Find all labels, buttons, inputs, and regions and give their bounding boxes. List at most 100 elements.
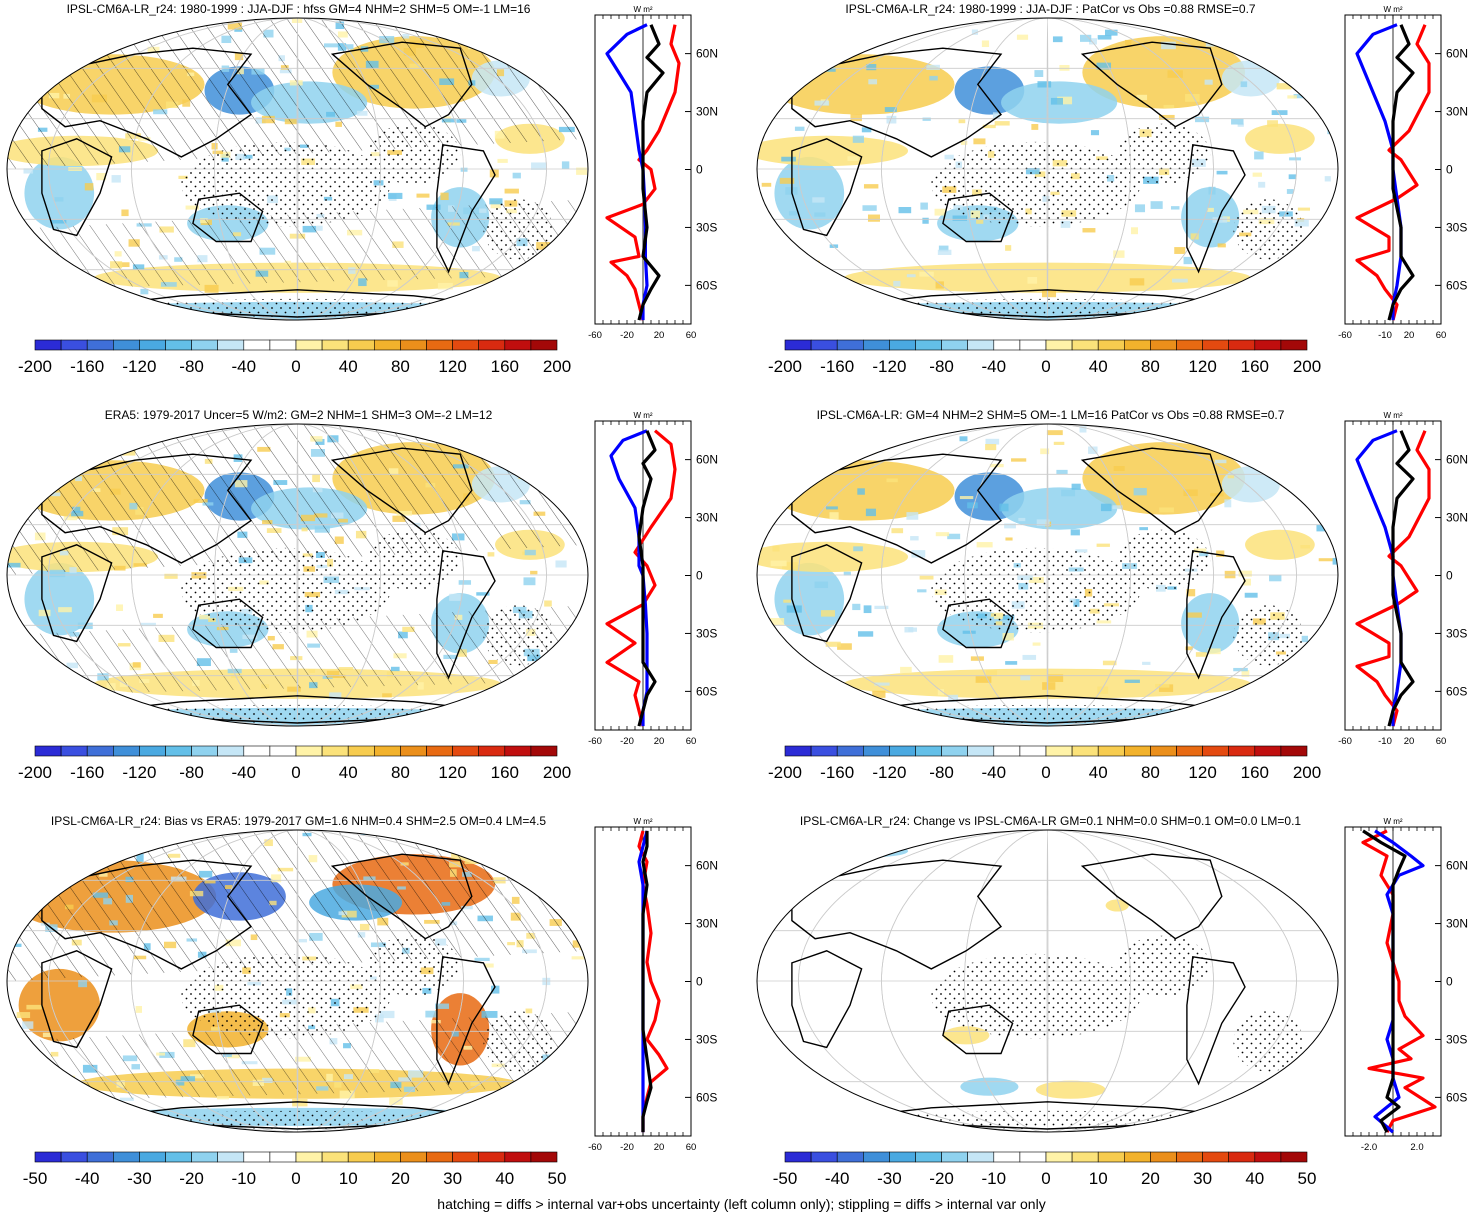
profile-x-tick-label: -20 <box>620 736 634 747</box>
map <box>7 424 588 726</box>
anomaly-region <box>1221 466 1280 503</box>
colorbar-swatch <box>941 745 969 757</box>
profile-x-tick-label: 60 <box>686 736 697 747</box>
colorbar-label: 80 <box>1141 357 1160 376</box>
colorbar-label: 40 <box>1089 763 1108 782</box>
colorbar-swatch <box>347 745 375 757</box>
colorbar-swatch <box>530 745 558 757</box>
colorbar-swatch <box>1071 339 1099 351</box>
colorbar-swatch <box>165 1151 192 1163</box>
panel-title: ERA5: 1979-2017 Uncer=5 W/m2: GM=2 NHM=1… <box>104 408 493 422</box>
colorbar-label: 40 <box>495 1169 514 1188</box>
lat-tick-label: 60S <box>1446 684 1467 698</box>
stippling <box>931 953 1141 1039</box>
lat-tick-label: 30S <box>696 1032 717 1046</box>
colorbar-swatch <box>400 1151 427 1163</box>
profile-x-tick-label: 20 <box>1404 736 1415 747</box>
lat-tick-label: 30N <box>696 917 718 931</box>
profile-x-tick-label: 60 <box>1436 736 1447 747</box>
colorbar-label: 80 <box>391 357 410 376</box>
lat-tick-label: 60S <box>696 278 717 292</box>
lat-tick-label: 0 <box>696 163 703 177</box>
colorbar-swatch <box>941 339 969 351</box>
coastline <box>192 598 264 649</box>
colorbar-swatch <box>243 1151 271 1163</box>
anomaly-region <box>1082 442 1246 515</box>
map-border <box>6 17 589 321</box>
lat-tick-label: 60N <box>1446 47 1468 61</box>
colorbar-swatch <box>478 745 506 757</box>
colorbar-swatch <box>784 339 812 351</box>
stippling <box>181 547 391 633</box>
colorbar-swatch <box>1150 1151 1177 1163</box>
colorbar-label: 0 <box>291 763 300 782</box>
colorbar: -50 -40 -30 -20 -10 0 10 20 30 40 50 <box>23 1151 566 1188</box>
colorbar-swatch <box>1202 1151 1230 1163</box>
panel-title: IPSL-CM6A-LR_r24: 1980-1999 : JJA-DJF : … <box>66 2 531 16</box>
zonal-profile: W m² 60N 30N 0 30S 60S -60 -20 20 60 <box>588 817 718 1153</box>
colorbar-swatch <box>836 745 864 757</box>
colorbar-swatch <box>373 745 401 757</box>
lat-tick-label: 0 <box>696 569 703 583</box>
panel-p3: ERA5: 1979-2017 Uncer=5 W/m2: GM=2 NHM=1… <box>0 406 733 801</box>
colorbar-swatch <box>530 1151 558 1163</box>
profile-unit: W m² <box>1383 5 1402 14</box>
colorbar-label: -20 <box>929 1169 954 1188</box>
colorbar-swatch <box>1045 745 1073 757</box>
coastline <box>41 453 253 564</box>
figure-footer: hatching = diffs > internal var+obs unce… <box>437 1196 1046 1212</box>
colorbar-label: 10 <box>1089 1169 1108 1188</box>
profile-series-line <box>1387 430 1415 727</box>
profile-x-tick-label: -2.0 <box>1361 1142 1377 1153</box>
colorbar-label: -200 <box>768 357 802 376</box>
lat-tick-label: 60S <box>696 1090 717 1104</box>
panel-p5: IPSL-CM6A-LR_r24: Bias vs ERA5: 1979-201… <box>0 812 733 1207</box>
anomaly-region <box>1221 60 1280 97</box>
colorbar-label: 0 <box>1041 357 1050 376</box>
colorbar-swatch <box>889 745 916 757</box>
colorbar-label: -40 <box>825 1169 850 1188</box>
profile-series-line <box>609 429 649 727</box>
colorbar-swatch <box>863 339 890 351</box>
colorbar-swatch <box>1123 339 1151 351</box>
colorbar-swatch <box>347 339 375 351</box>
map <box>757 830 1338 1132</box>
panel-title: IPSL-CM6A-LR_r24: Bias vs ERA5: 1979-201… <box>50 814 547 828</box>
panel-graphics: -50 -40 -30 -20 -10 0 10 20 30 40 50 W m² 60N 30N 0 30S… <box>6 817 718 1188</box>
lat-tick-label: 60N <box>696 47 718 61</box>
colorbar-swatch <box>191 339 219 351</box>
profile-series-line <box>605 429 677 727</box>
colorbar-swatch <box>1176 1151 1203 1163</box>
hatching <box>7 18 588 169</box>
colorbar-swatch <box>113 745 140 757</box>
colorbar-swatch <box>1254 1151 1282 1163</box>
colorbar-swatch <box>1097 339 1125 351</box>
colorbar-swatch <box>1071 1151 1099 1163</box>
panel-p2: IPSL-CM6A-LR_r24: 1980-1999 : JJA-DJF : … <box>750 0 1483 395</box>
profile-x-tick-label: 60 <box>686 1142 697 1153</box>
stippling <box>931 547 1141 633</box>
colorbar-swatch <box>504 339 532 351</box>
colorbar-swatch <box>321 339 349 351</box>
colorbar-swatch <box>217 339 245 351</box>
colorbar-swatch <box>1176 745 1203 757</box>
panel-p6: IPSL-CM6A-LR_r24: Change vs IPSL-CM6A-LR… <box>750 812 1483 1207</box>
coastline <box>791 544 863 643</box>
coastline <box>41 859 253 970</box>
profile-x-tick-label: 2.0 <box>1410 1142 1423 1153</box>
colorbar-swatch <box>295 339 323 351</box>
profile-x-tick-label: -20 <box>620 330 634 341</box>
colorbar: -200 -160 -120 -80 -40 0 40 80 120 160 200 <box>768 339 1321 376</box>
coastline <box>791 453 1003 564</box>
colorbar-swatch <box>1123 745 1151 757</box>
profile-series-line <box>637 24 665 321</box>
colorbar-swatch <box>426 339 453 351</box>
coastline <box>41 47 253 158</box>
colorbar-swatch <box>60 339 88 351</box>
colorbar-swatch <box>915 745 942 757</box>
colorbar-label: 200 <box>543 763 571 782</box>
coastline <box>1186 144 1246 274</box>
profile-series-line <box>605 24 681 321</box>
profile-unit: W m² <box>1383 411 1402 420</box>
